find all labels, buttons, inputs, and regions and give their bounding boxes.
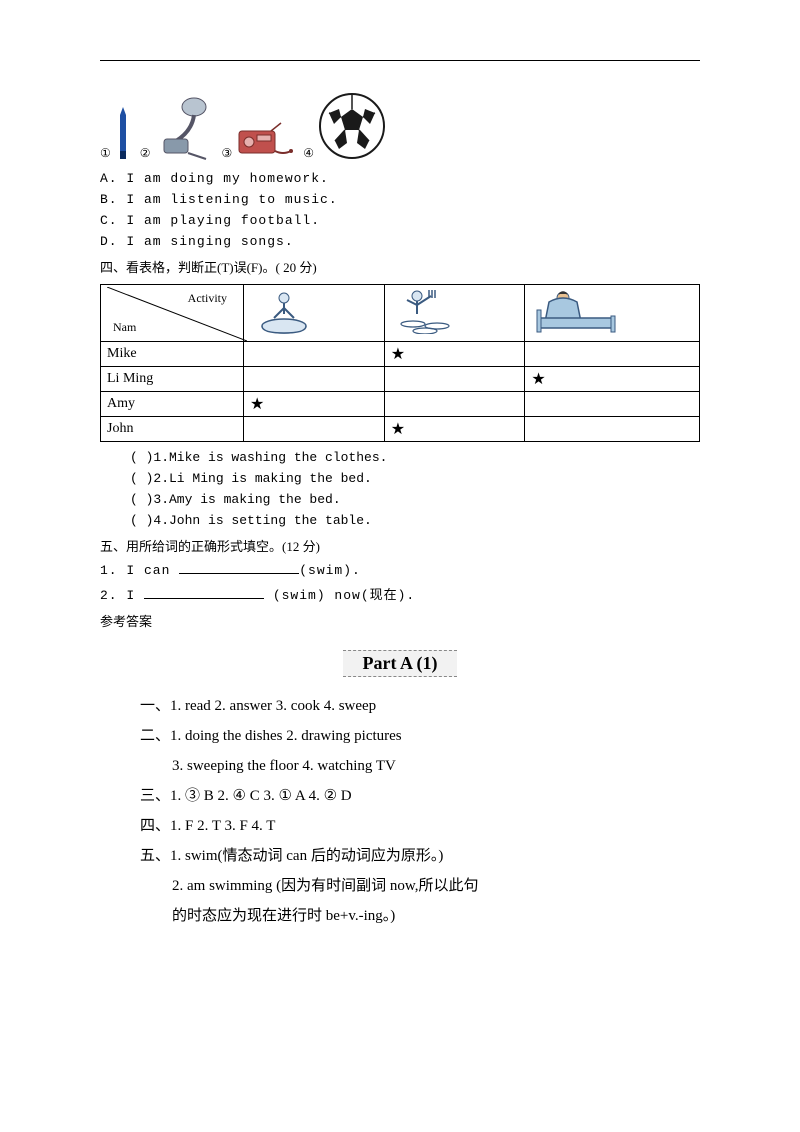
part-header-text: Part A (1) [343, 650, 458, 677]
header-name-label: Nam [113, 320, 136, 335]
section-5-title: 五、用所给词的正确形式填空。(12 分) [100, 536, 700, 555]
answer-line: 二、1. doing the dishes 2. drawing picture… [140, 721, 700, 751]
option-c: C. I am playing football. [100, 213, 700, 228]
mark-cell: ★ [525, 367, 700, 392]
tf-question-4: ( )4.John is setting the table. [130, 513, 700, 528]
answer-line: 三、1. ③ B 2. ④ C 3. ① A 4. ② D [140, 781, 700, 811]
answer-line: 五、1. swim(情态动词 can 后的动词应为原形。) [140, 841, 700, 871]
fill-1-suffix: (swim). [299, 563, 361, 578]
circle-number-2: ② [140, 146, 151, 161]
option-image-1: ① [100, 107, 132, 161]
mark-cell [244, 417, 385, 442]
mark-cell: ★ [384, 342, 525, 367]
washing-icon [250, 288, 320, 334]
table-row: John ★ [101, 417, 700, 442]
fill-2-suffix: (swim) now(现在). [264, 588, 415, 603]
setting-table-icon [391, 288, 461, 334]
mark-cell [244, 367, 385, 392]
mark-cell [384, 367, 525, 392]
answer-line: 四、1. F 2. T 3. F 4. T [140, 811, 700, 841]
fill-question-1: 1. I can (swim). [100, 563, 700, 578]
circle-number-4: ④ [303, 146, 314, 161]
activity-making-bed-cell [525, 285, 700, 342]
fill-question-2: 2. I (swim) now(现在). [100, 584, 700, 603]
name-cell: John [101, 417, 244, 442]
mark-cell [525, 392, 700, 417]
tf-question-2: ( )2.Li Ming is making the bed. [130, 471, 700, 486]
mark-cell [244, 342, 385, 367]
mark-cell [384, 392, 525, 417]
soccer-ball-icon [317, 91, 387, 161]
answer-line: 2. am swimming (因为有时间副词 now,所以此句 [172, 871, 700, 901]
mark-cell [525, 417, 700, 442]
blank-2[interactable] [144, 598, 264, 599]
table-row: Mike ★ [101, 342, 700, 367]
option-image-3: ③ [222, 121, 296, 161]
table-row: Li Ming ★ [101, 367, 700, 392]
fill-2-prefix: 2. I [100, 588, 144, 603]
blank-1[interactable] [179, 573, 299, 574]
circle-number-3: ③ [222, 146, 233, 161]
answer-line: 一、1. read 2. answer 3. cook 4. sweep [140, 691, 700, 721]
diagonal-header-cell: Activity Nam [107, 287, 237, 339]
page-top-rule [100, 60, 700, 61]
option-image-4: ④ [303, 91, 387, 161]
header-activity-label: Activity [188, 291, 227, 306]
making-bed-icon [531, 288, 621, 334]
section-4-title: 四、看表格，判断正(T)误(F)。( 20 分) [100, 257, 700, 276]
answers-label: 参考答案 [100, 611, 700, 630]
pen-icon [114, 107, 132, 161]
answers-block: 一、1. read 2. answer 3. cook 4. sweep 二、1… [140, 691, 700, 931]
radio-icon [235, 121, 295, 161]
activity-washing-cell [244, 285, 385, 342]
circle-number-1: ① [100, 146, 111, 161]
mark-cell: ★ [244, 392, 385, 417]
option-a: A. I am doing my homework. [100, 171, 700, 186]
table-header-row: Activity Nam [101, 285, 700, 342]
image-options-row: ① ② ③ [100, 91, 700, 161]
mark-cell [525, 342, 700, 367]
fill-1-prefix: 1. I can [100, 563, 179, 578]
name-cell: Mike [101, 342, 244, 367]
option-image-2: ② [140, 95, 214, 161]
option-b: B. I am listening to music. [100, 192, 700, 207]
table-row: Amy ★ [101, 392, 700, 417]
part-header: Part A (1) [100, 650, 700, 677]
activity-table: Activity Nam [100, 284, 700, 442]
activity-setting-table-cell [384, 285, 525, 342]
option-d: D. I am singing songs. [100, 234, 700, 249]
mark-cell: ★ [384, 417, 525, 442]
tf-question-3: ( )3.Amy is making the bed. [130, 492, 700, 507]
tf-question-1: ( )1.Mike is washing the clothes. [130, 450, 700, 465]
name-cell: Amy [101, 392, 244, 417]
answer-line: 的时态应为现在进行时 be+v.-ing。) [172, 901, 700, 931]
answer-line: 3. sweeping the floor 4. watching TV [172, 751, 700, 781]
microphone-icon [154, 95, 214, 161]
name-cell: Li Ming [101, 367, 244, 392]
